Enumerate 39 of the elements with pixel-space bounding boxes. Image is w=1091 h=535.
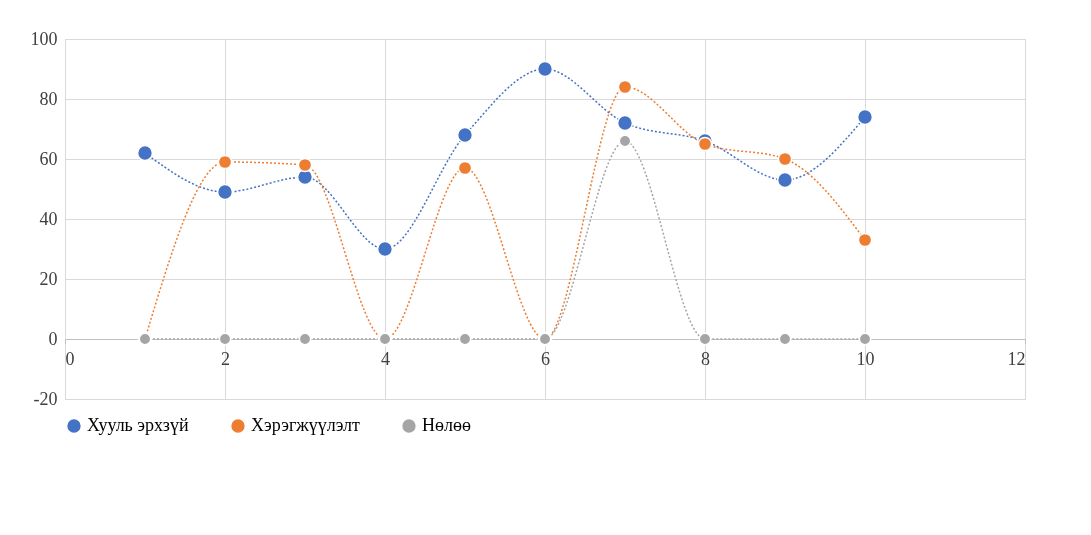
- y-tick-label: 100: [30, 28, 58, 49]
- legend-label: Хууль эрхзүй: [87, 415, 189, 435]
- x-tick-label: 10: [856, 348, 875, 369]
- point: [857, 232, 873, 248]
- point: [297, 157, 313, 173]
- point: [536, 60, 554, 78]
- point: [858, 332, 872, 346]
- point: [776, 171, 794, 189]
- point: [458, 332, 472, 346]
- point: [457, 160, 473, 176]
- y-tick-label: 60: [39, 148, 58, 169]
- point: [217, 154, 233, 170]
- point: [697, 136, 713, 152]
- point: [618, 134, 632, 148]
- point: [777, 151, 793, 167]
- legend-label: Нөлөө: [422, 415, 471, 435]
- point: [698, 332, 712, 346]
- point: [616, 114, 634, 132]
- point: [136, 144, 154, 162]
- point: [617, 79, 633, 95]
- y-tick-label: 20: [39, 268, 58, 289]
- point: [216, 183, 234, 201]
- point: [218, 332, 232, 346]
- y-tick-label: 0: [48, 328, 58, 349]
- point: [376, 240, 394, 258]
- x-tick-label: 12: [1007, 348, 1026, 369]
- point: [456, 126, 474, 144]
- point: [856, 108, 874, 126]
- x-tick-label: 4: [381, 348, 390, 369]
- x-tick-label: 0: [65, 348, 75, 369]
- x-tick-label: 6: [541, 348, 550, 369]
- x-tick-label: 8: [701, 348, 710, 369]
- x-tick-label: 2: [221, 348, 230, 369]
- point: [298, 332, 312, 346]
- y-tick-label: 80: [39, 88, 58, 109]
- y-tick-label: -20: [33, 388, 58, 409]
- y-tick-label: 40: [39, 208, 58, 229]
- legend-label: Хэрэгжүүлэлт: [251, 415, 361, 435]
- point: [778, 332, 792, 346]
